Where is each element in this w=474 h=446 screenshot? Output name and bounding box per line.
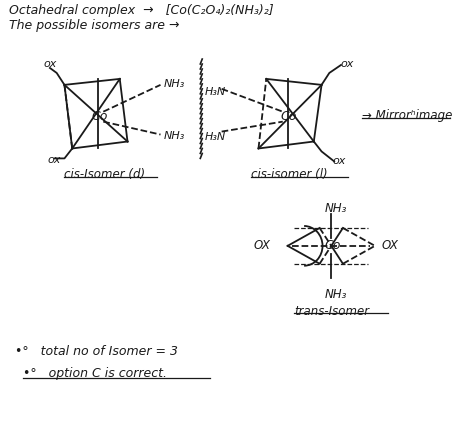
Text: NH₃: NH₃ [325, 288, 347, 301]
Text: trans-Isomer: trans-Isomer [294, 306, 370, 318]
Text: H₃N: H₃N [205, 87, 227, 97]
Text: Co: Co [325, 239, 341, 252]
Text: Co: Co [281, 110, 297, 123]
Text: •°   option C is correct.: •° option C is correct. [23, 367, 167, 380]
Text: NH₃: NH₃ [164, 131, 185, 140]
Text: Octahedral complex  →   [Co(C₂O₄)₂(NH₃)₂]: Octahedral complex → [Co(C₂O₄)₂(NH₃)₂] [9, 4, 274, 17]
Text: OX: OX [382, 239, 399, 252]
Text: ox: ox [48, 155, 61, 165]
Text: ox: ox [340, 59, 354, 69]
Text: → Mirrorʰimage: → Mirrorʰimage [362, 109, 453, 122]
Text: NH₃: NH₃ [164, 79, 185, 89]
Text: ox: ox [332, 157, 346, 166]
Text: ox: ox [43, 59, 56, 69]
Text: •°   total no of Isomer = 3: •° total no of Isomer = 3 [15, 345, 178, 358]
Text: H₃N: H₃N [205, 132, 227, 141]
Text: cis-isomer (l): cis-isomer (l) [251, 168, 328, 182]
Text: The possible isomers are →: The possible isomers are → [9, 19, 180, 32]
Text: cis-Isomer (d): cis-Isomer (d) [64, 168, 146, 182]
Text: Co: Co [91, 110, 108, 123]
Text: NH₃: NH₃ [325, 202, 347, 215]
Text: OX: OX [254, 239, 271, 252]
